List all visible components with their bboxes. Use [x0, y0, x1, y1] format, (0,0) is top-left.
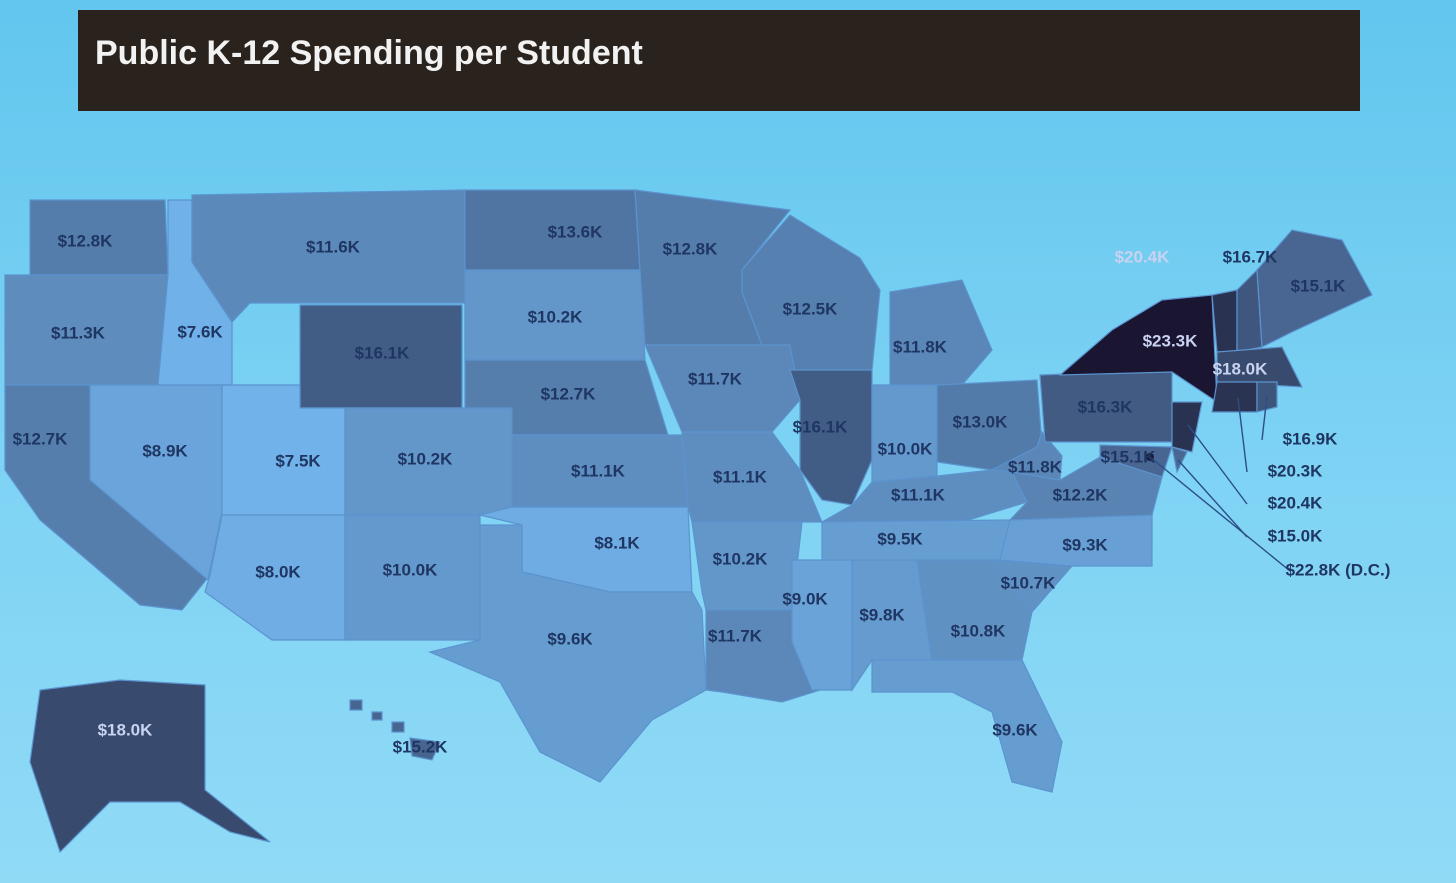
state-label: $20.4K — [1268, 493, 1324, 512]
states — [4, 189, 1373, 854]
leader-line — [1149, 456, 1291, 572]
state-label: $16.1K — [355, 343, 411, 362]
state-label: $9.6K — [992, 720, 1038, 739]
state-label: $12.2K — [1053, 485, 1109, 504]
state-label: $15.1K — [1291, 276, 1347, 295]
state-label: $11.1K — [891, 485, 946, 504]
state — [644, 344, 801, 433]
state — [989, 430, 1063, 481]
title-bar — [78, 10, 1360, 111]
state — [1211, 289, 1238, 353]
state-labels: $12.8K $11.3K $12.7K $8.9K $7.6K $11.6K $16.1K… — [13, 222, 1391, 756]
state-label: $15.1K — [1101, 447, 1157, 466]
state — [871, 384, 938, 483]
state — [1171, 401, 1203, 453]
state-label: $18.0K — [98, 720, 154, 739]
state-label: $10.8K — [951, 621, 1007, 640]
state-label: $23.3K — [1143, 331, 1199, 350]
state-label: $12.7K — [541, 384, 597, 403]
state — [889, 279, 993, 386]
state-label: $22.8K (D.C.) — [1286, 560, 1391, 579]
state — [916, 559, 1033, 661]
state — [1256, 229, 1373, 348]
state-label: $9.6K — [547, 629, 593, 648]
state-label: $8.0K — [255, 562, 301, 581]
leader-line — [1177, 459, 1248, 538]
state-label: $12.8K — [663, 239, 719, 258]
state-label: $10.2K — [528, 307, 584, 326]
state-label: $8.1K — [594, 533, 640, 552]
state-label: $10.2K — [398, 449, 454, 468]
state-label: $11.1K — [571, 461, 626, 480]
state-label: $9.3K — [1062, 535, 1108, 554]
state-label: $11.3K — [51, 323, 106, 342]
state — [1211, 381, 1258, 413]
state-label: $9.0K — [782, 589, 828, 608]
state-label: $10.7K — [1001, 573, 1057, 592]
leader-lines — [1149, 395, 1291, 572]
state-label: $15.0K — [1268, 526, 1324, 545]
state-label: $11.8K — [1008, 457, 1063, 476]
state-label: $20.3K — [1268, 461, 1324, 480]
state-label: $9.8K — [859, 605, 905, 624]
state-label: $13.0K — [953, 412, 1009, 431]
state-label: $7.6K — [177, 322, 223, 341]
state-label: $7.5K — [275, 451, 321, 470]
state-label: $16.9K — [1283, 429, 1339, 448]
state-label: $11.7K — [688, 369, 743, 388]
state — [428, 524, 707, 783]
state-label: $12.5K — [783, 299, 839, 318]
state-label: $18.0K — [1213, 359, 1269, 378]
state — [1216, 346, 1304, 388]
leader-line — [1237, 397, 1248, 473]
leader-line — [1187, 424, 1248, 505]
state-label: $10.0K — [383, 560, 439, 579]
state-label: $9.5K — [877, 529, 923, 548]
state-label: $11.8K — [893, 337, 948, 356]
title: Public K-12 Spending per Student — [95, 34, 643, 72]
state-label: $12.7K — [13, 429, 69, 448]
state-label: $15.2K — [393, 737, 449, 756]
state-label: $16.7K — [1223, 247, 1279, 266]
state-label: $11.1K — [713, 467, 768, 486]
state-label: $13.6K — [548, 222, 604, 241]
state-label: $10.0K — [878, 439, 934, 458]
state-label: $8.9K — [142, 441, 188, 460]
state — [1008, 456, 1163, 521]
leader-line — [1261, 395, 1268, 441]
state-label: $11.7K — [708, 626, 763, 645]
state-label: $10.2K — [713, 549, 769, 568]
state-label: $12.8K — [58, 231, 114, 250]
state — [1171, 446, 1188, 474]
state-label: $20.4K — [1115, 247, 1171, 266]
state-label: $16.3K — [1078, 397, 1134, 416]
state — [29, 679, 271, 854]
state — [349, 699, 441, 761]
state-label: $11.6K — [306, 237, 361, 256]
state — [871, 659, 1063, 793]
state-label: $16.1K — [793, 417, 849, 436]
state — [1099, 444, 1173, 478]
